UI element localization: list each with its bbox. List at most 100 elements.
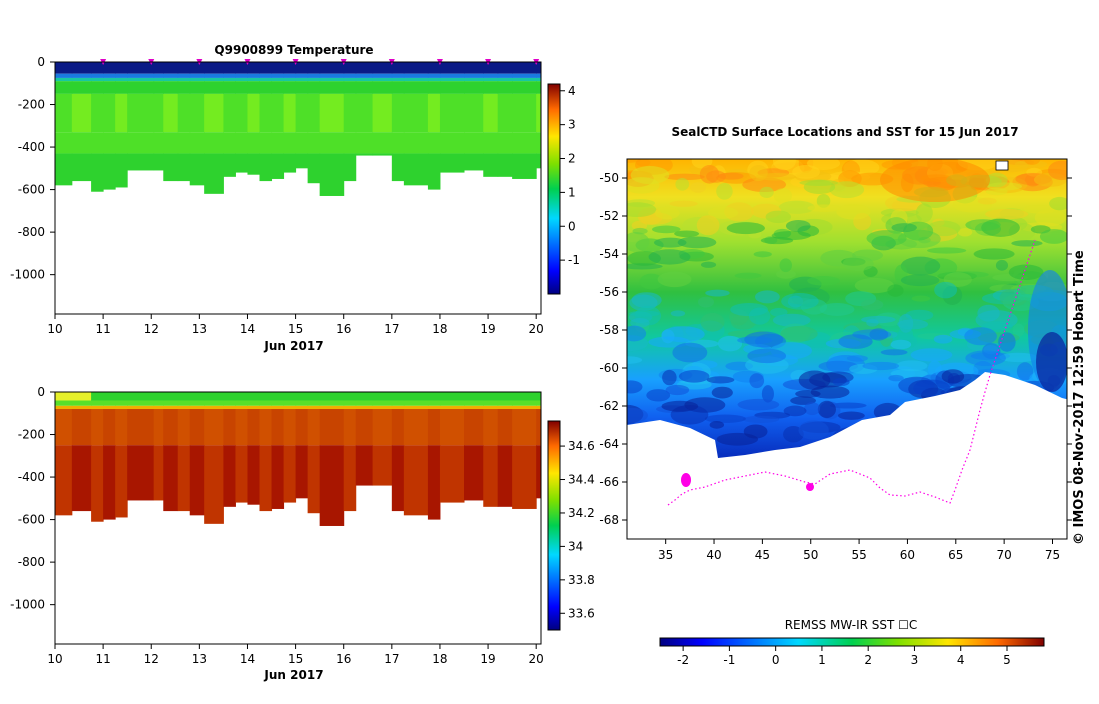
salinity-data-cell — [235, 445, 248, 503]
temperature-data-cell — [177, 93, 191, 133]
temperature-data-cell — [427, 62, 441, 74]
sst-field-texture — [627, 159, 1067, 448]
temperature-data-cell — [295, 81, 309, 94]
salinity-data-cell — [55, 405, 73, 410]
sst-colorbar-label: REMSS MW-IR SST ☐C — [785, 618, 918, 632]
temperature-data-cell — [497, 77, 513, 82]
temperature-data-cell — [189, 81, 205, 94]
lat-tick-label: -66 — [599, 475, 619, 489]
salinity-data-cell — [247, 405, 261, 410]
salinity-data-cell — [497, 400, 513, 406]
salinity-data-cell — [127, 409, 155, 446]
sst-texture-patch — [1039, 229, 1067, 244]
temperature-data-cell — [115, 81, 128, 94]
temperature-data-cell — [127, 73, 155, 78]
sst-texture-patch — [699, 165, 720, 184]
sst-texture-patch — [690, 182, 706, 193]
sst-texture-patch — [748, 307, 771, 325]
temperature-data-cell — [223, 62, 236, 74]
lat-tick-label: -68 — [599, 513, 619, 527]
sst-texture-patch — [653, 237, 687, 248]
sst-texture-patch — [900, 274, 940, 287]
temperature-data-cell — [497, 93, 513, 133]
temperature-data-cell — [91, 77, 104, 82]
x-tick-label: 17 — [384, 322, 399, 336]
temperature-data-cell — [204, 62, 224, 74]
sst-colorbar-tick-label: 1 — [818, 653, 826, 667]
sst-texture-patch — [778, 200, 815, 214]
temperature-data-cell — [177, 132, 191, 154]
sst-texture-patch — [627, 407, 648, 423]
salinity-data-cell — [307, 392, 321, 401]
temperature-data-cell — [55, 81, 73, 94]
sst-texture-patch — [898, 313, 914, 333]
x-tick-label: 19 — [480, 322, 495, 336]
sst-texture-patch — [675, 177, 690, 191]
salinity-data-cell — [319, 400, 345, 406]
temperature-data-cell — [439, 93, 465, 133]
sst-texture-patch — [1024, 159, 1041, 165]
sst-texture-patch — [926, 247, 967, 254]
salinity-data-cell — [153, 400, 164, 406]
sst-texture-patch — [627, 380, 643, 394]
salinity-data-cell — [127, 445, 155, 501]
salinity-data-cell — [235, 400, 248, 406]
temperature-data-cell — [391, 81, 405, 94]
salinity-data-cell — [115, 445, 128, 518]
temperature-data-cell — [127, 132, 155, 154]
salinity-data-cell — [259, 405, 273, 410]
salinity-data-cell — [295, 405, 309, 410]
temperature-x-axis-label: Jun 2017 — [263, 339, 323, 353]
temperature-data-cell — [319, 62, 345, 74]
temperature-data-cell — [177, 81, 191, 94]
salinity-data-cell — [204, 409, 224, 446]
salinity-data-cell — [283, 445, 297, 503]
temperature-data-cell — [189, 132, 205, 154]
temperature-data-cell — [391, 132, 405, 154]
temperature-data-cell — [295, 62, 309, 74]
sst-texture-patch — [895, 360, 928, 372]
sst-texture-patch — [910, 348, 953, 362]
temperature-data-cell — [163, 77, 179, 82]
lat-tick-label: -62 — [599, 399, 619, 413]
temperature-data-cell — [103, 132, 116, 154]
temperature-data-cell — [483, 132, 499, 154]
seal-track-cluster — [681, 473, 691, 487]
temperature-data-cell — [403, 77, 429, 82]
salinity-data-cell — [103, 400, 116, 406]
temperature-data-cell — [91, 62, 104, 74]
salinity-data-cell — [403, 392, 429, 401]
sst-texture-patch — [651, 225, 681, 234]
temperature-data-cell — [103, 73, 116, 78]
salinity-data-cell — [343, 392, 357, 401]
temperature-data-cell — [536, 77, 541, 82]
salinity-data-cell — [427, 400, 441, 406]
salinity-data-cell — [427, 409, 441, 446]
x-tick-label: 19 — [480, 652, 495, 666]
sst-texture-patch — [734, 272, 762, 279]
sst-texture-patch — [838, 411, 865, 420]
sst-texture-patch — [742, 177, 787, 193]
sst-texture-patch — [761, 385, 774, 403]
x-tick-label: 12 — [144, 652, 159, 666]
x-tick-label: 14 — [240, 322, 255, 336]
salinity-data-cell — [372, 405, 393, 410]
sst-colorbar-tick-label: -2 — [677, 653, 689, 667]
antarctica-landmass — [627, 372, 1067, 539]
seal-track-clusters — [681, 473, 814, 491]
salinity-data-cell — [343, 400, 357, 406]
sst-texture-patch — [795, 389, 821, 398]
salinity-data-cell — [439, 409, 465, 446]
colorbar-tick-label: 34.2 — [568, 506, 595, 520]
temperature-data-cell — [189, 153, 205, 186]
temperature-data-cell — [295, 153, 309, 169]
temperature-data-cell — [91, 132, 104, 154]
temperature-data-cell — [259, 73, 273, 78]
temperature-data-cell — [343, 81, 357, 94]
temperature-data-cell — [235, 62, 248, 74]
x-tick-label: 11 — [95, 322, 110, 336]
y-tick-label: 0 — [37, 385, 45, 399]
temperature-y-axis: 0 -200 -400 -600 -800 -1000 — [10, 55, 55, 282]
temperature-data-cell — [177, 153, 191, 182]
salinity-data-cell — [483, 405, 499, 410]
